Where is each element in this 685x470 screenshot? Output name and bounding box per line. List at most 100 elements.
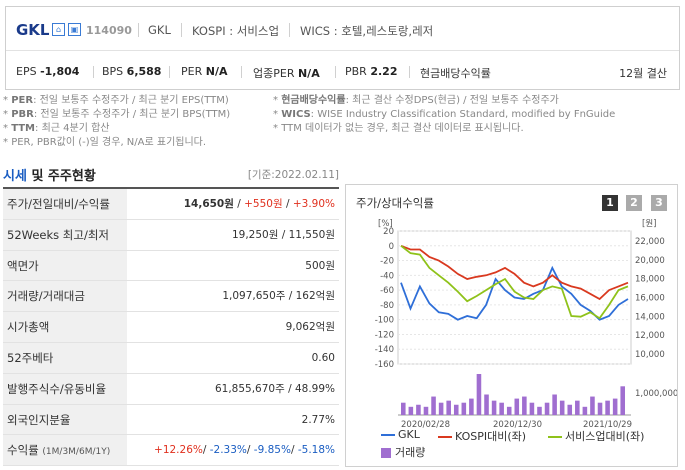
wics-sector: WICS : 호텔,레스토랑,레저 [300,24,434,38]
volume-bar [529,402,535,415]
volume-bar [537,406,542,415]
right-axis-tick: 16,000 [635,294,665,304]
market-row: 발행주식수/유동비율 61,855,670주 / 48.99% [3,373,339,405]
chart-tab-2[interactable]: 2 [626,195,642,211]
market-row-value: 61,855,670주 / 48.99% [214,382,335,395]
home-icon[interactable]: ⌂ [52,23,65,36]
volume-bar [453,404,459,415]
footnote: * TTM 데이터가 없는 경우, 최근 결산 데이터로 표시됩니다. [273,123,524,134]
bps-stat: BPS 6,588 [102,65,162,78]
left-axis-unit: [%] [378,219,393,229]
sector-per-stat: 업종PER N/A [253,67,320,80]
volume-bar [605,400,610,415]
volume-bar [506,406,512,415]
company-short-name: GKL [148,23,171,37]
volume-bar [423,406,429,415]
volume-bar [416,404,421,415]
market-row-value: 14,650원 / +550원 / +3.90% [183,198,335,210]
chart-tab-1[interactable]: 1 [602,195,618,211]
price-chart-panel: 주가/상대수익률 1 2 3 20 0 -20 -40 -60 -80 -100 -120 -1… [345,184,678,467]
right-axis-tick: 20,000 [635,256,665,266]
divider [138,23,139,37]
left-axis-tick: -160 [375,360,394,370]
market-row-value: 2.77% [301,413,335,426]
market-info-table: 주가/전일대비/수익률 14,650원 / +550원 / +3.90% 52Wee… [3,187,339,467]
volume-bar [575,400,580,415]
volume-bar [461,402,467,415]
footnote: * WICS: WISE Industry Classification Sta… [273,109,616,120]
footnotes-right: * 현금배당수익률: 최근 결산 수정DPS(현금) / 전일 보통주 수정주가… [273,94,673,136]
left-axis-tick: -140 [375,345,394,355]
x-axis-tick: 2021/10/29 [583,420,632,430]
market-row-value: 500원 [305,259,335,272]
footnotes: * PER: 전일 보통주 수정주가 / 최근 분기 EPS(TTM) * PB… [3,94,683,150]
divider [181,23,182,37]
divider [241,66,242,78]
market-row: 시가총액 9,062억원 [3,312,339,343]
market-row: 주가/전일대비/수익률 14,650원 / +550원 / +3.90% [3,189,339,220]
left-axis-tick: -60 [380,286,394,296]
market-row: 52Weeks 최고/최저 19,250원 / 11,550원 [3,219,339,251]
price-chart: 20 0 -20 -40 -60 -80 -100 -120 -140 -160 [%] [원] 22,… [375,219,677,430]
market-row-label: 주가/전일대비/수익률 [3,189,127,219]
divider [335,66,336,78]
volume-bar [552,394,557,415]
footnote: * TTM: 최근 4분기 합산 [3,123,110,134]
x-axis-tick: 2020/02/28 [401,420,450,430]
volume-axis-tick: 1,000,000 [635,389,677,399]
volume-bar [620,386,625,415]
footnote: * 현금배당수익률: 최근 결산 수정DPS(현금) / 전일 보통주 수정주가 [273,95,559,106]
market-row-label: 거래량/거래대금 [3,281,127,312]
volume-bar [484,394,489,415]
legend-volume: 거래량 [381,444,425,460]
chart-title: 주가/상대수익률 [356,196,434,210]
fiscal-period: 12월 결산 [619,67,667,80]
divider [289,23,290,37]
market-row-label: 외국인지분율 [3,404,127,435]
right-axis-tick: 14,000 [635,312,665,322]
market-row-label: 액면가 [3,250,127,281]
series-line-0 [400,265,629,321]
market-row-label: 발행주식수/유동비율 [3,373,127,404]
reference-date: [기준:2022.02.11] [247,169,339,181]
right-axis-tick: 10,000 [635,350,665,360]
left-axis-tick: -120 [375,330,394,340]
divider [93,66,94,78]
market-row-value: 1,097,650주 / 162억원 [222,290,335,303]
market-row: 액면가 500원 [3,250,339,282]
volume-bar [567,404,573,415]
volume-bar [582,406,588,415]
volume-bar [491,400,497,415]
pbr-stat: PBR 2.22 [345,65,398,78]
volume-bar [469,398,474,415]
market-row-label: 수익률 (1M/3M/6M/1Y) [3,435,127,466]
market-row-value: +12.26%/ -2.33%/ -9.85%/ -5.18% [154,444,335,457]
market-row: 52주베타 0.60 [3,342,339,374]
stock-code: 114090 [86,24,132,37]
valuation-row: EPS -1,804 BPS 6,588 PER N/A 업종PER N/A P… [6,51,679,91]
market-row: 거래량/거래대금 1,097,650주 / 162억원 [3,281,339,313]
per-stat: PER N/A [181,65,228,78]
volume-bar [401,402,406,415]
divider [169,66,170,78]
company-summary-box: GKL ⌂ ▣ 114090 GKL KOSPI : 서비스업 WICS : 호… [5,6,680,90]
left-axis-tick: -20 [380,257,394,267]
right-axis-tick: 22,000 [635,237,665,247]
volume-bar [499,402,504,415]
market-info-title: 시세 및 주주현황 [3,169,96,184]
volume-bar [446,400,451,415]
chart-tab-3[interactable]: 3 [651,195,667,211]
info-icon[interactable]: ▣ [68,23,81,36]
volume-bar [597,402,603,415]
left-axis-tick: 0 [389,242,394,252]
volume-bar [590,396,595,415]
x-axis-tick: 2020/12/30 [493,420,542,430]
company-name: GKL [16,21,50,39]
left-axis-tick: -100 [375,316,394,326]
legend-service: 서비스업대비(좌) [548,428,644,444]
volume-bar [544,402,550,415]
volume-bar [438,402,444,415]
right-axis-unit: [원] [642,219,656,229]
company-header-row: GKL ⌂ ▣ 114090 GKL KOSPI : 서비스업 WICS : 호… [6,7,679,51]
market-row: 수익률 (1M/3M/6M/1Y) +12.26%/ -2.33%/ -9.85%… [3,435,339,467]
